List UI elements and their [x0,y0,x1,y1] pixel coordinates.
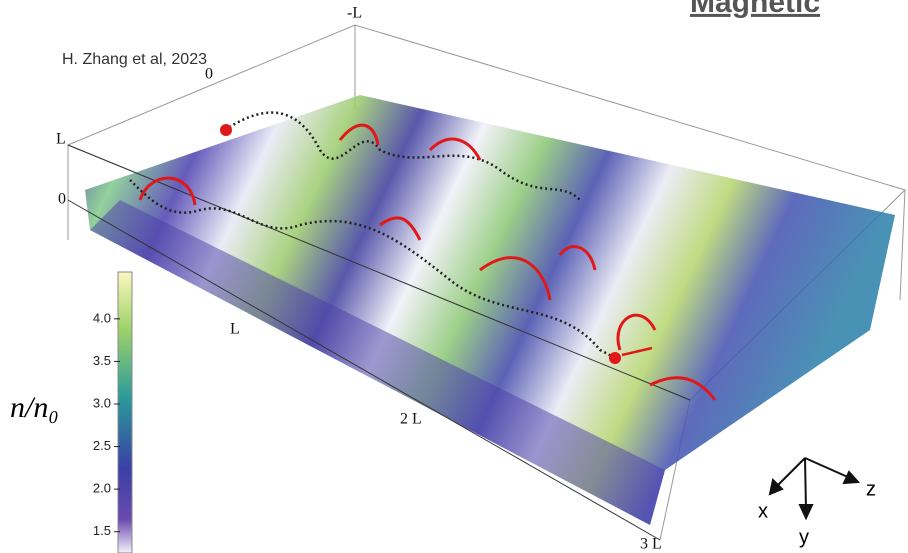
box-label: 2 L [400,411,422,428]
colorbar [118,272,132,553]
colorbar-tick-label: 4.0 [93,310,111,325]
box-label: -L [347,5,362,22]
box-label: 3 L [640,536,662,553]
axis-triad [770,458,858,518]
start-point [220,124,232,136]
colorbar-tick-label: 1.5 [93,523,111,538]
colorbar-tick-label: 3.5 [93,353,111,368]
end-point [609,352,621,364]
axis-label: z [866,478,876,500]
box-label: 0 [58,191,66,208]
title: Magnetic [690,0,820,19]
colorbar-tick-label: 3.0 [93,395,111,410]
box-label: 0 [205,66,213,83]
density-volume [85,95,895,525]
colorbar-tick-label: 2.5 [93,438,111,453]
citation: H. Zhang et al, 2023 [62,51,207,68]
box-label: L [230,321,240,338]
figure: Magnetic H. Zhang et al, 2023 -L 0 L 0 L… [0,0,908,553]
box-label: L [56,131,66,148]
scene: Magnetic H. Zhang et al, 2023 -L 0 L 0 L… [0,0,908,553]
colorbar-ticks: 1.5 2.0 2.5 3.0 3.5 4.0 [93,310,120,538]
colorbar-label: n/n₀ [10,391,59,424]
colorbar-tick-label: 2.0 [93,481,111,496]
axis-label: y [799,526,809,548]
axis-label: x [758,500,768,522]
